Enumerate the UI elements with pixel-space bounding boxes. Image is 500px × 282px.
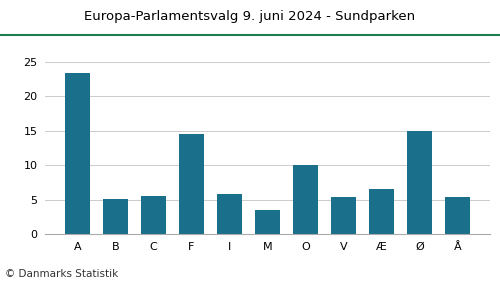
Bar [217, 194, 242, 234]
Bar [369, 189, 394, 234]
Bar [331, 197, 356, 234]
Text: Europa-Parlamentsvalg 9. juni 2024 - Sundparken: Europa-Parlamentsvalg 9. juni 2024 - Sun… [84, 10, 415, 23]
Bar [445, 197, 470, 234]
Bar [103, 199, 128, 234]
Bar [407, 131, 432, 234]
Bar [293, 165, 318, 234]
Bar [141, 195, 166, 234]
Bar [179, 134, 204, 234]
Bar [255, 210, 280, 234]
Text: © Danmarks Statistik: © Danmarks Statistik [5, 269, 118, 279]
Bar [65, 73, 90, 234]
